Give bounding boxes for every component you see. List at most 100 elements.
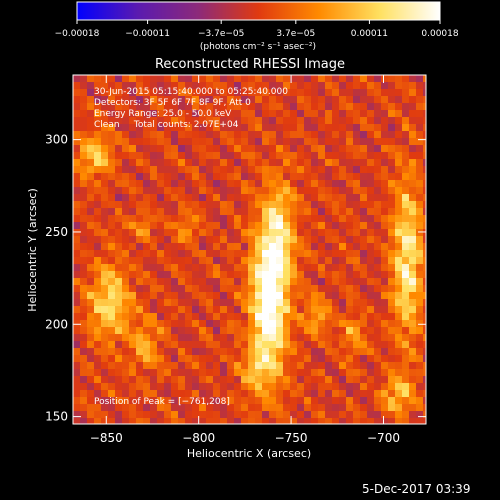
heatmap-cell — [206, 187, 213, 194]
heatmap-cell — [234, 124, 241, 131]
heatmap-cell — [73, 110, 80, 117]
heatmap-cell — [283, 215, 290, 222]
heatmap-cell — [360, 180, 367, 187]
heatmap-cell — [283, 124, 290, 131]
heatmap-cell — [423, 145, 426, 152]
heatmap-cell — [241, 355, 248, 362]
heatmap-cell — [94, 208, 101, 215]
heatmap-cell — [129, 285, 136, 292]
heatmap-cell — [297, 208, 304, 215]
heatmap-cell — [248, 159, 255, 166]
heatmap-cell — [241, 75, 248, 82]
heatmap-cell — [276, 201, 283, 208]
heatmap-cell — [360, 306, 367, 313]
heatmap-cell — [318, 243, 325, 250]
heatmap-cell — [339, 257, 346, 264]
heatmap-cell — [269, 327, 276, 334]
heatmap-cell — [395, 292, 402, 299]
heatmap-cell — [360, 334, 367, 341]
heatmap-cell — [297, 173, 304, 180]
heatmap-cell — [80, 166, 87, 173]
heatmap-cell — [367, 285, 374, 292]
heatmap-cell — [199, 236, 206, 243]
heatmap-cell — [157, 236, 164, 243]
heatmap-cell — [122, 159, 129, 166]
heatmap-cell — [353, 187, 360, 194]
heatmap-cell — [402, 117, 409, 124]
heatmap-cell — [199, 152, 206, 159]
heatmap-cell — [346, 215, 353, 222]
heatmap-cell — [423, 82, 426, 89]
heatmap-cell — [255, 222, 262, 229]
heatmap-cell — [227, 341, 234, 348]
heatmap-cell — [199, 355, 206, 362]
heatmap-cell — [192, 369, 199, 376]
heatmap-cell — [234, 75, 241, 82]
heatmap-cell — [171, 159, 178, 166]
heatmap-cell — [129, 404, 136, 411]
heatmap-cell — [360, 82, 367, 89]
heatmap-cell — [122, 299, 129, 306]
heatmap-cell — [178, 82, 185, 89]
heatmap-cell — [283, 306, 290, 313]
heatmap-cell — [297, 187, 304, 194]
heatmap-cell — [143, 103, 150, 110]
heatmap-cell — [374, 278, 381, 285]
heatmap-cell — [206, 89, 213, 96]
heatmap-cell — [374, 306, 381, 313]
heatmap-cell — [297, 299, 304, 306]
colorbar-tick-label: 0.00011 — [351, 29, 388, 39]
heatmap-cell — [129, 236, 136, 243]
heatmap-cell — [388, 390, 395, 397]
heatmap-cell — [94, 278, 101, 285]
x-tick-label: −850 — [90, 431, 123, 445]
heatmap-cell — [199, 348, 206, 355]
heatmap-cell — [332, 187, 339, 194]
heatmap-cell — [255, 215, 262, 222]
heatmap-cell — [360, 292, 367, 299]
heatmap-cell — [304, 145, 311, 152]
heatmap-cell — [213, 320, 220, 327]
heatmap-cell — [409, 110, 416, 117]
heatmap-cell — [122, 348, 129, 355]
heatmap-cell — [241, 278, 248, 285]
heatmap-cell — [234, 222, 241, 229]
heatmap-cell — [164, 96, 171, 103]
heatmap-cell — [423, 243, 426, 250]
heatmap-cell — [129, 292, 136, 299]
heatmap-cell — [367, 369, 374, 376]
heatmap-cell — [269, 418, 276, 424]
heatmap-cell — [80, 390, 87, 397]
heatmap-cell — [332, 376, 339, 383]
heatmap-cell — [87, 215, 94, 222]
heatmap-cell — [311, 194, 318, 201]
heatmap-cell — [304, 404, 311, 411]
heatmap-cell — [311, 243, 318, 250]
heatmap-cell — [129, 243, 136, 250]
heatmap-cell — [199, 110, 206, 117]
heatmap-cell — [241, 236, 248, 243]
heatmap-cell — [311, 187, 318, 194]
heatmap-cell — [346, 341, 353, 348]
heatmap-cell — [283, 201, 290, 208]
heatmap-cell — [423, 257, 426, 264]
heatmap-cell — [346, 103, 353, 110]
heatmap-cell — [374, 96, 381, 103]
heatmap-cell — [262, 201, 269, 208]
heatmap-cell — [185, 201, 192, 208]
heatmap-cell — [171, 285, 178, 292]
heatmap-cell — [234, 145, 241, 152]
heatmap-cell — [262, 180, 269, 187]
heatmap-cell — [199, 138, 206, 145]
heatmap-cell — [381, 187, 388, 194]
heatmap-cell — [101, 341, 108, 348]
heatmap-cell — [402, 348, 409, 355]
heatmap-cell — [213, 243, 220, 250]
heatmap-cell — [87, 257, 94, 264]
heatmap-cell — [353, 341, 360, 348]
heatmap-cell — [276, 152, 283, 159]
heatmap-cell — [80, 292, 87, 299]
heatmap-cell — [297, 236, 304, 243]
heatmap-cell — [269, 215, 276, 222]
heatmap-cell — [248, 341, 255, 348]
